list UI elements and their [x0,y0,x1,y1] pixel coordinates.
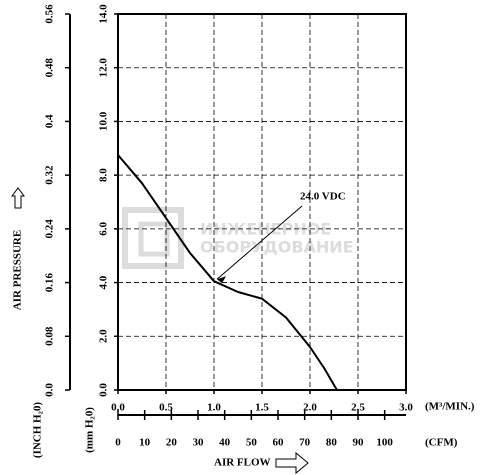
y2-tick-label-group: 0.16 [44,272,56,292]
x2-tick-label: 60 [273,437,285,449]
x-tick-label: 3.0 [399,402,413,414]
y2-tick-label: 0.4 [44,114,56,128]
y2-tick-label: 0.32 [44,165,56,185]
y-title-arrow [11,187,25,209]
x2-tick-label: 50 [246,437,258,449]
y2-tick-label-group: 0.56 [44,4,56,24]
x2-tick-label: 30 [193,437,205,449]
y2-tick-label-group: 0.4 [44,114,56,128]
x2-tick-label: 0 [115,437,121,449]
watermark-text: ОБОРУДОВАНИЕ [200,238,354,257]
y-tick-label: 2.0 [98,329,110,343]
x-title: AIR FLOW [214,457,271,469]
y-tick-label-group: 14.0 [98,4,110,24]
x2-tick-label: 100 [376,437,393,449]
annotation-label: 24.0 VDC [300,191,346,203]
y-tick-label: 4.0 [98,275,110,289]
y2-tick-label: 0.08 [44,326,56,346]
x2-tick-label: 80 [326,437,338,449]
curve [117,154,338,391]
x-tick-label: 0.5 [159,402,173,414]
x-tick-label: 1.0 [207,402,221,414]
y2-tick-label: 0.0 [44,383,56,397]
y-unit: (mm H₂0) [84,407,96,453]
x2-tick-label: 90 [353,437,365,449]
x-unit: (M³/MIN.) [425,401,475,413]
annotation-leader [216,205,303,280]
y-tick-label: 6.0 [98,221,110,235]
x2-unit: (CFM) [425,437,458,449]
y-tick-label-group: 2.0 [98,329,110,343]
x2-tick-label: 40 [219,437,231,449]
x-tick-label: 2.0 [303,402,317,414]
x-tick-label: 0.0 [111,402,125,414]
x2-tick-label: 10 [139,437,151,449]
y2-tick-label: 0.16 [44,272,56,292]
y2-unit: (INCH H₂0) [32,402,44,458]
watermark-logo [122,207,184,269]
y-tick-label-group: 0.0 [98,383,110,397]
x2-tick-label: 70 [299,437,311,449]
x-title-arrow [275,451,309,475]
y-title: AIR PRESSURE [12,230,24,310]
y2-tick-label: 0.56 [44,4,56,24]
y-tick-label-group: 8.0 [98,168,110,182]
y2-tick-label: 0.48 [44,58,56,78]
y2-tick-label-group: 0.48 [44,58,56,78]
watermark-logo [138,221,170,257]
x2-tick-label: 20 [166,437,178,449]
y-tick-label: 14.0 [98,4,110,24]
y-tick-label: 10.0 [98,111,110,131]
y-unit-group: (mm H₂0) [84,407,96,453]
y2-tick-label: 0.24 [44,219,56,239]
y2-tick-label-group: 0.0 [44,383,56,397]
y-tick-label-group: 4.0 [98,275,110,289]
y-tick-label: 0.0 [98,383,110,397]
y-tick-label: 12.0 [98,58,110,78]
y-tick-label-group: 10.0 [98,111,110,131]
y-tick-label-group: 12.0 [98,58,110,78]
x-tick-label: 2.5 [351,402,365,414]
y-title-group: AIR PRESSURE [12,230,24,310]
y2-tick-label-group: 0.08 [44,326,56,346]
y-tick-label-group: 6.0 [98,221,110,235]
annotation-arrowhead [217,276,226,284]
x-tick-label: 1.5 [255,402,269,414]
y2-tick-label-group: 0.32 [44,165,56,185]
watermark: ИНЖЕНЕРНОЕ ОБОРУДОВАНИЕ [122,207,354,269]
y2-tick-label-group: 0.24 [44,219,56,239]
y2-unit-group: (INCH H₂0) [32,402,44,458]
y-tick-label: 8.0 [98,168,110,182]
